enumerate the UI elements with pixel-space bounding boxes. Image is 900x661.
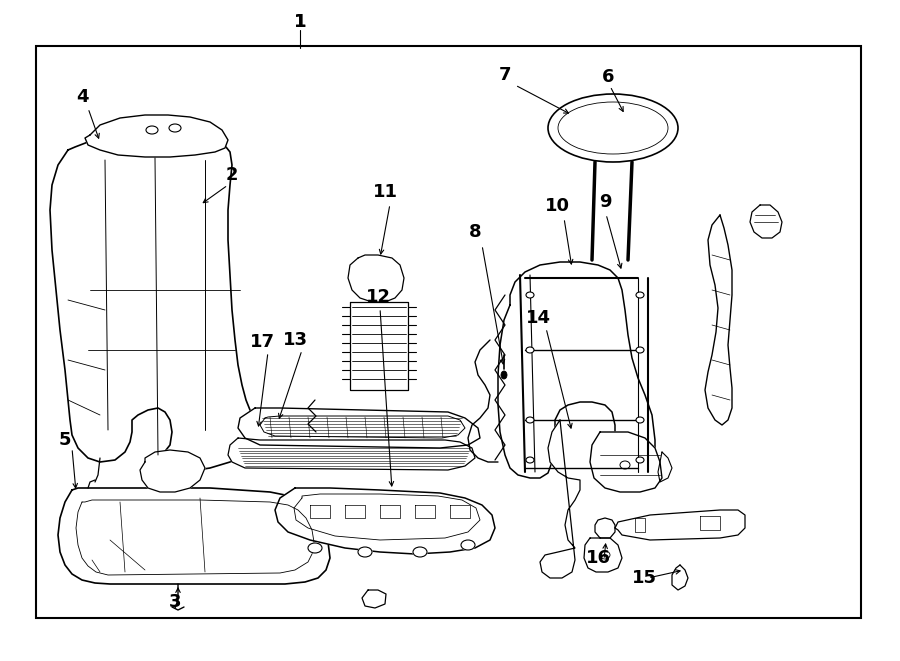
Text: 7: 7 [499, 66, 511, 84]
Polygon shape [348, 255, 404, 302]
Ellipse shape [548, 94, 678, 162]
Ellipse shape [413, 547, 427, 557]
Text: 13: 13 [283, 331, 308, 349]
Ellipse shape [526, 417, 534, 423]
Text: 16: 16 [586, 549, 610, 567]
Text: 5: 5 [58, 431, 71, 449]
Ellipse shape [169, 124, 181, 132]
Text: 2: 2 [226, 166, 239, 184]
Ellipse shape [526, 292, 534, 298]
Polygon shape [590, 432, 662, 492]
Ellipse shape [146, 126, 158, 134]
Polygon shape [595, 518, 615, 538]
Text: 10: 10 [544, 197, 570, 215]
Polygon shape [705, 215, 732, 425]
Ellipse shape [636, 347, 644, 353]
Polygon shape [85, 115, 228, 157]
Text: 4: 4 [76, 88, 88, 106]
Polygon shape [362, 590, 386, 608]
Text: 11: 11 [373, 183, 398, 201]
Ellipse shape [526, 347, 534, 353]
Ellipse shape [308, 543, 322, 553]
Polygon shape [750, 205, 782, 238]
Text: 8: 8 [469, 223, 482, 241]
Polygon shape [658, 452, 672, 482]
Polygon shape [615, 510, 745, 540]
Text: 3: 3 [169, 593, 181, 611]
Ellipse shape [501, 371, 507, 379]
Polygon shape [672, 565, 688, 590]
Polygon shape [238, 408, 480, 448]
Text: 12: 12 [365, 288, 391, 306]
Polygon shape [540, 420, 580, 578]
Polygon shape [50, 134, 254, 475]
Text: 15: 15 [632, 569, 656, 587]
Ellipse shape [636, 417, 644, 423]
Text: 9: 9 [598, 193, 611, 211]
Polygon shape [228, 438, 475, 470]
Ellipse shape [636, 292, 644, 298]
Polygon shape [58, 488, 330, 584]
Text: 17: 17 [249, 333, 274, 351]
Text: 1: 1 [293, 13, 306, 31]
Ellipse shape [636, 457, 644, 463]
Polygon shape [584, 538, 622, 572]
Ellipse shape [461, 540, 475, 550]
Polygon shape [140, 450, 205, 492]
Polygon shape [275, 488, 495, 554]
Polygon shape [498, 262, 655, 480]
Text: 6: 6 [602, 68, 614, 86]
Text: 1: 1 [293, 13, 306, 31]
Bar [36, 46, 861, 618]
Polygon shape [350, 302, 408, 390]
Text: 14: 14 [526, 309, 551, 327]
Ellipse shape [526, 457, 534, 463]
Ellipse shape [358, 547, 372, 557]
